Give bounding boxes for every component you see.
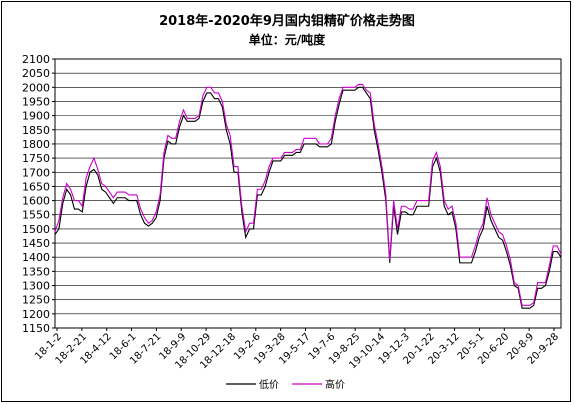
y-tick-label: 1350 xyxy=(22,265,50,278)
chart-subtitle: 单位：元/吨度 xyxy=(248,33,326,47)
y-tick-label: 1900 xyxy=(22,110,50,123)
y-tick-label: 1950 xyxy=(22,95,50,108)
y-tick-label: 1750 xyxy=(22,152,50,165)
y-tick-label: 1800 xyxy=(22,138,50,151)
y-tick-label: 1200 xyxy=(22,308,50,321)
legend-label-low: 低价 xyxy=(259,378,279,391)
y-tick-label: 1300 xyxy=(22,280,50,293)
y-tick-label: 1650 xyxy=(22,180,50,193)
y-tick-label: 1700 xyxy=(22,166,50,179)
series-line-high xyxy=(54,83,562,306)
y-tick-label: 1450 xyxy=(22,237,50,250)
x-axis: 18-1-218-2-2118-4-1218-6-118-7-2118-9-91… xyxy=(33,328,561,371)
chart-title: 2018年-2020年9月国内钼精矿价格走势图 xyxy=(159,14,415,29)
y-tick-label: 1850 xyxy=(22,124,50,137)
y-tick-label: 1500 xyxy=(22,223,50,236)
y-tick-label: 2050 xyxy=(22,67,50,80)
series-lines xyxy=(54,83,562,309)
legend-label-high: 高价 xyxy=(325,378,345,391)
series-line-low xyxy=(54,86,562,309)
y-tick-label: 2000 xyxy=(22,81,50,94)
plot-area xyxy=(54,58,562,329)
y-tick-label: 1150 xyxy=(22,322,50,335)
y-tick-label: 1250 xyxy=(22,294,50,307)
y-tick-label: 1600 xyxy=(22,195,50,208)
y-tick-label: 1400 xyxy=(22,251,50,264)
y-tick-label: 1550 xyxy=(22,209,50,222)
legend: 低价 高价 xyxy=(226,378,345,391)
y-tick-label: 2100 xyxy=(22,53,50,66)
